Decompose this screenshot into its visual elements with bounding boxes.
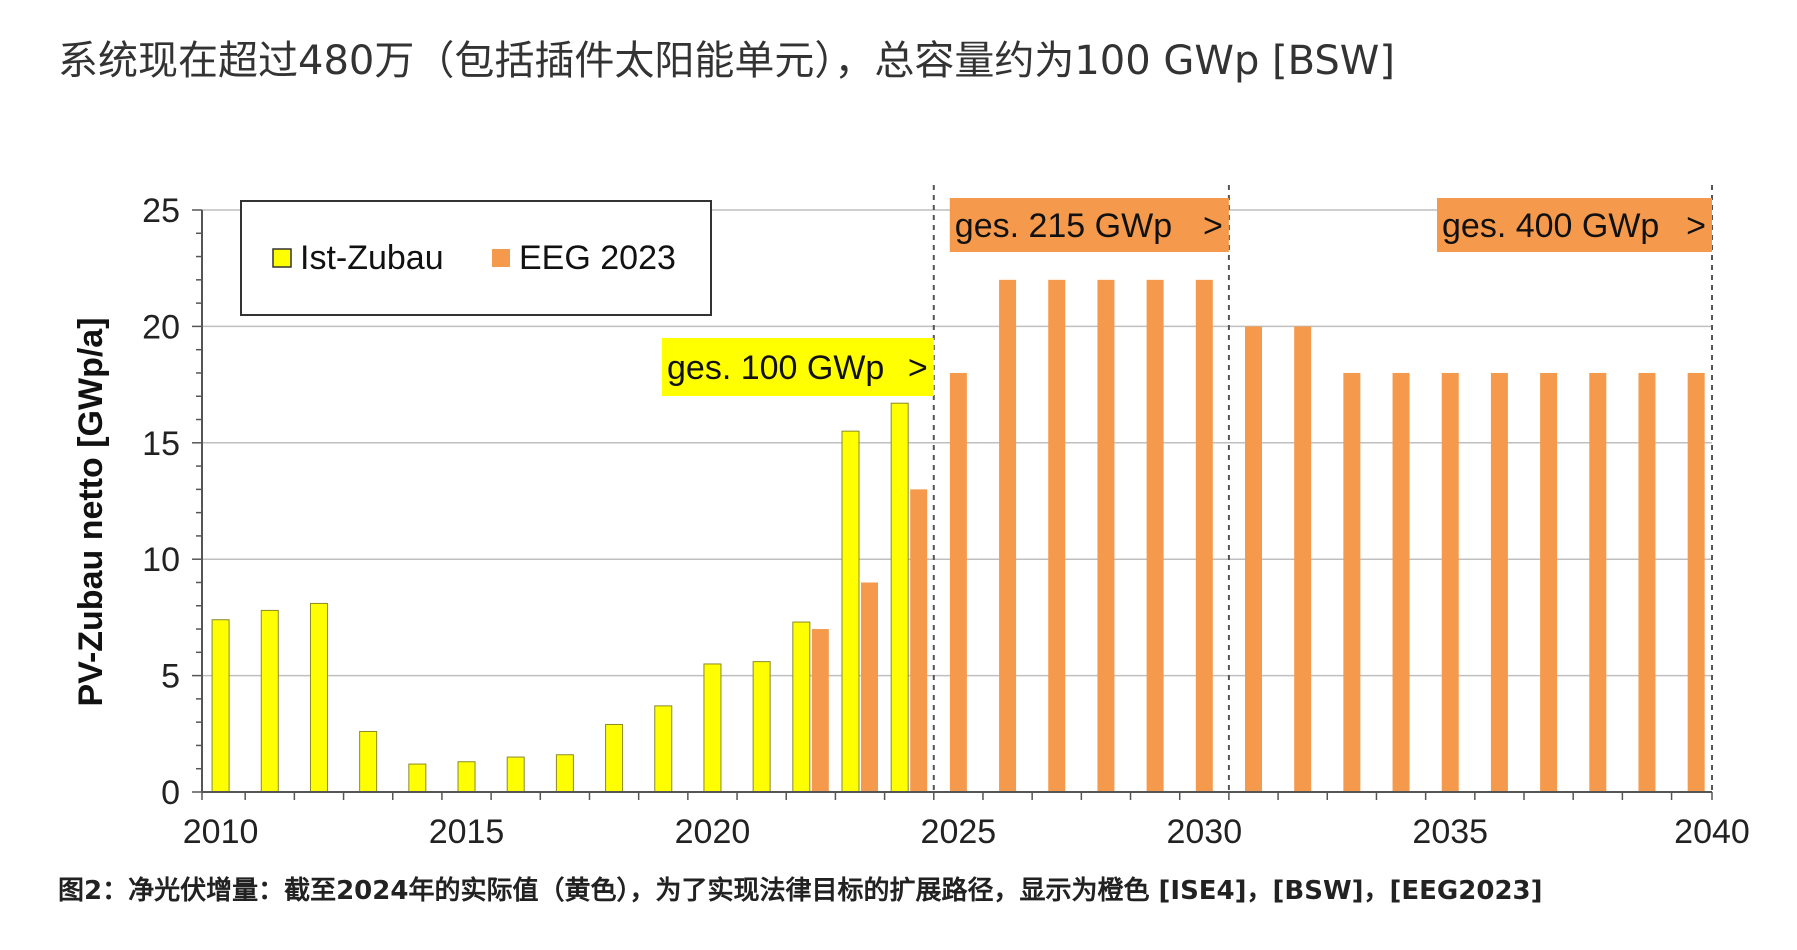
y-tick-label: 10 [142,541,180,579]
legend: Ist-Zubau EEG 2023 [240,200,712,316]
bar-eeg-2031 [1244,326,1262,792]
bar-eeg-2024 [910,489,928,792]
legend-swatch-ist [272,248,292,268]
legend-label-ist: Ist-Zubau [300,239,444,277]
bar-eeg-2039 [1638,372,1656,792]
bar-eeg-2023 [861,582,879,792]
annotation-box-1 [662,338,934,396]
bar-ist-2016 [506,756,525,793]
x-tick-label: 2020 [675,813,751,851]
bar-eeg-2027 [1048,279,1066,793]
x-tick-label: 2015 [429,813,505,851]
annotation-box-3 [1437,198,1712,252]
bar-eeg-2036 [1490,372,1508,792]
annotation-text-2: ges. 215 GWp [955,207,1172,245]
legend-label-eeg: EEG 2023 [519,239,676,277]
y-tick-label: 15 [142,425,180,463]
period-dividers [932,185,1713,792]
x-tick-label: 2040 [1674,813,1750,851]
annotation-arrow-2: > [1203,207,1223,245]
y-tick-label: 0 [161,774,180,812]
bar-ist-2014 [408,763,427,793]
x-tick-label: 2030 [1166,813,1242,851]
bar-eeg-2030 [1195,279,1213,793]
bar-eeg-2032 [1294,326,1312,792]
figure-caption: 图2：净光伏增量：截至2024年的实际值（黄色），为了实现法律目标的扩展路径，显… [58,876,1543,906]
bar-ist-2020 [703,663,722,793]
annotation-arrow-1: > [908,349,928,387]
y-tick-label: 20 [142,308,180,346]
bar-ist-2011 [260,609,279,793]
bar-eeg-2033 [1343,372,1361,792]
legend-swatch-eeg [492,249,510,267]
bar-eeg-2034 [1392,372,1410,792]
bar-eeg-2040 [1687,372,1705,792]
bar-eeg-2038 [1589,372,1607,792]
annotation-box-2 [949,198,1229,252]
bars [211,279,1705,793]
bar-ist-2013 [359,730,378,793]
annotation-text-3: ges. 400 GWp [1442,207,1659,245]
x-tick-label: 2025 [921,813,997,851]
annotation-arrow-3: > [1686,207,1706,245]
y-tick-label: 5 [161,658,180,696]
bar-ist-2010 [211,619,230,793]
bar-ist-2018 [605,723,624,793]
bar-eeg-2037 [1540,372,1558,792]
y-tick-label: 25 [142,192,180,230]
bar-ist-2024 [890,402,909,793]
bar-eeg-2022 [811,629,829,792]
bar-ist-2022 [792,621,811,793]
bar-eeg-2025 [949,372,967,792]
bar-ist-2015 [457,761,476,793]
axes [192,209,1713,800]
page-heading: 系统现在超过480万（包括插件太阳能单元），总容量约为100 GWp [BSW] [58,38,1395,84]
y-axis-label: PV-Zubau netto [GWp/a] [72,317,110,706]
bar-eeg-2028 [1097,279,1115,793]
annotations: ges. 100 GWp > ges. 215 GWp > ges. 400 GWp > [662,198,1712,396]
bar-ist-2019 [654,705,673,793]
annotation-text-1: ges. 100 GWp [667,349,884,387]
bar-ist-2017 [555,754,574,793]
bar-eeg-2026 [999,279,1017,793]
bar-ist-2021 [752,661,771,793]
bar-ist-2023 [841,430,860,793]
legend-box [240,200,712,316]
x-tick-label: 2035 [1412,813,1488,851]
x-tick-label: 2010 [183,813,259,851]
bar-eeg-2035 [1441,372,1459,792]
bar-ist-2012 [309,602,328,793]
bar-eeg-2029 [1146,279,1164,793]
